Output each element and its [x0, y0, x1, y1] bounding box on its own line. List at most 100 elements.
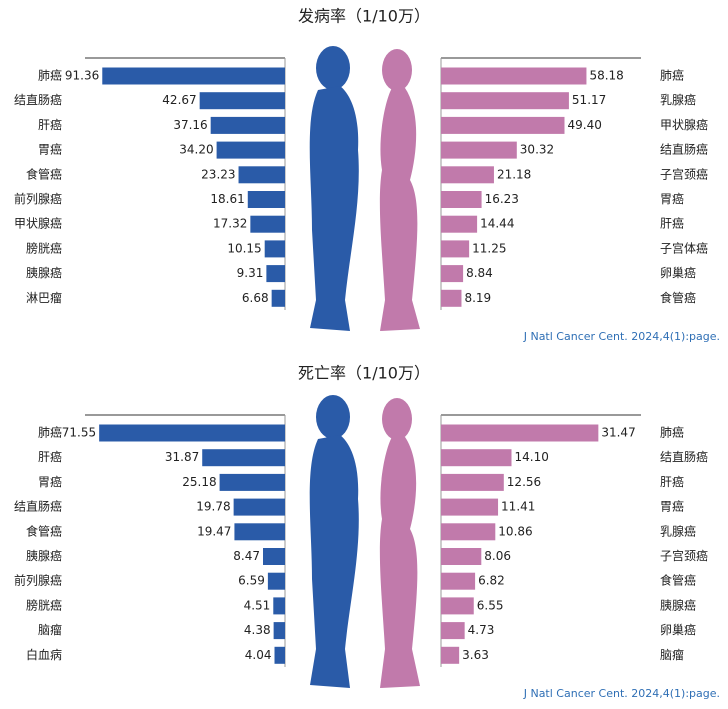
value-label: 31.47 [601, 426, 635, 440]
bar [441, 646, 460, 664]
silhouettes [309, 46, 420, 688]
category-label: 肝癌 [38, 117, 62, 132]
bar [199, 92, 285, 110]
category-label: 胰腺癌 [26, 265, 62, 280]
value-label: 10.86 [498, 524, 532, 538]
bar [441, 92, 569, 110]
category-label: 胰腺癌 [26, 548, 62, 563]
value-label: 42.67 [162, 93, 196, 107]
category-label: 淋巴瘤 [26, 290, 62, 305]
female-silhouette [379, 49, 420, 331]
category-label: 食管癌 [26, 166, 62, 181]
category-label: 结直肠癌 [14, 92, 62, 107]
value-label: 34.20 [179, 143, 213, 157]
category-label: 食管癌 [660, 290, 696, 305]
category-label: 肝癌 [38, 449, 62, 464]
bar [441, 265, 464, 283]
value-label: 9.31 [237, 266, 264, 280]
value-label: 17.32 [213, 217, 247, 231]
category-label: 结直肠癌 [660, 142, 708, 157]
bar [99, 424, 285, 442]
bar [441, 240, 470, 258]
bar [441, 116, 565, 134]
value-label: 14.10 [515, 450, 549, 464]
bar [441, 424, 599, 442]
category-label: 肺癌 [660, 425, 684, 440]
value-label: 18.61 [210, 192, 244, 206]
value-label: 6.68 [242, 291, 269, 305]
category-label: 结直肠癌 [660, 449, 708, 464]
bar [441, 473, 504, 491]
category-label: 乳腺癌 [660, 92, 696, 107]
value-label: 49.40 [568, 118, 602, 132]
bar [441, 215, 478, 233]
value-label: 21.18 [497, 167, 531, 181]
value-label: 12.56 [507, 475, 541, 489]
category-label: 肺癌 [660, 68, 684, 83]
bar [216, 141, 285, 159]
bar [210, 116, 285, 134]
value-label: 51.17 [572, 93, 606, 107]
category-label: 肺癌 [38, 68, 62, 83]
bar [441, 622, 465, 640]
male-silhouette [309, 46, 359, 331]
bar [441, 141, 517, 159]
bar [267, 572, 285, 590]
category-label: 子宫颈癌 [660, 548, 708, 563]
category-label: 前列腺癌 [14, 191, 62, 206]
category-label: 结直肠癌 [14, 499, 62, 514]
category-label: 脑瘤 [38, 622, 62, 637]
value-label: 6.82 [478, 574, 505, 588]
category-label: 胃癌 [660, 499, 684, 514]
chart-title: 发病率（1/10万） [298, 7, 430, 26]
value-label: 30.32 [520, 143, 554, 157]
bar [219, 473, 285, 491]
category-label: 肺癌 [38, 425, 62, 440]
value-label: 91.36 [65, 69, 99, 83]
bar [441, 166, 494, 184]
category-label: 脑瘤 [660, 647, 684, 662]
value-label: 25.18 [182, 475, 216, 489]
value-label: 4.38 [244, 623, 271, 637]
value-label: 58.18 [589, 69, 623, 83]
category-label: 甲状腺癌 [660, 117, 708, 132]
bar [273, 622, 285, 640]
bar [233, 498, 285, 516]
value-label: 6.55 [477, 598, 504, 612]
source: J Natl Cancer Cent. 2024,4(1):page. [523, 330, 720, 343]
category-label: 卵巢癌 [660, 265, 696, 280]
value-label: 19.47 [197, 524, 231, 538]
bar [247, 191, 285, 208]
category-label: 胃癌 [660, 191, 684, 206]
value-label: 8.84 [466, 266, 493, 280]
source: J Natl Cancer Cent. 2024,4(1):page. [523, 687, 720, 700]
bar [273, 597, 285, 615]
category-label: 乳腺癌 [660, 523, 696, 538]
category-label: 食管癌 [660, 573, 696, 588]
bar [441, 191, 482, 208]
category-label: 子宫体癌 [660, 240, 708, 255]
bar [271, 289, 285, 307]
bar [266, 265, 285, 283]
value-label: 8.06 [484, 549, 511, 563]
bar [441, 449, 512, 467]
value-label: 37.16 [173, 118, 207, 132]
bar [441, 572, 476, 590]
bar [441, 289, 462, 307]
bar [441, 523, 496, 541]
bar [441, 67, 587, 85]
bar [441, 548, 482, 565]
bar [238, 166, 285, 184]
category-label: 甲状腺癌 [14, 216, 62, 231]
category-label: 卵巢癌 [660, 622, 696, 637]
bar [234, 523, 285, 541]
bar [274, 646, 285, 664]
value-label: 16.23 [485, 192, 519, 206]
value-label: 4.04 [245, 648, 272, 662]
female-silhouette [379, 398, 420, 688]
value-label: 11.41 [501, 500, 535, 514]
category-label: 肝癌 [660, 474, 684, 489]
value-label: 71.55 [62, 426, 96, 440]
value-label: 4.51 [244, 598, 271, 612]
